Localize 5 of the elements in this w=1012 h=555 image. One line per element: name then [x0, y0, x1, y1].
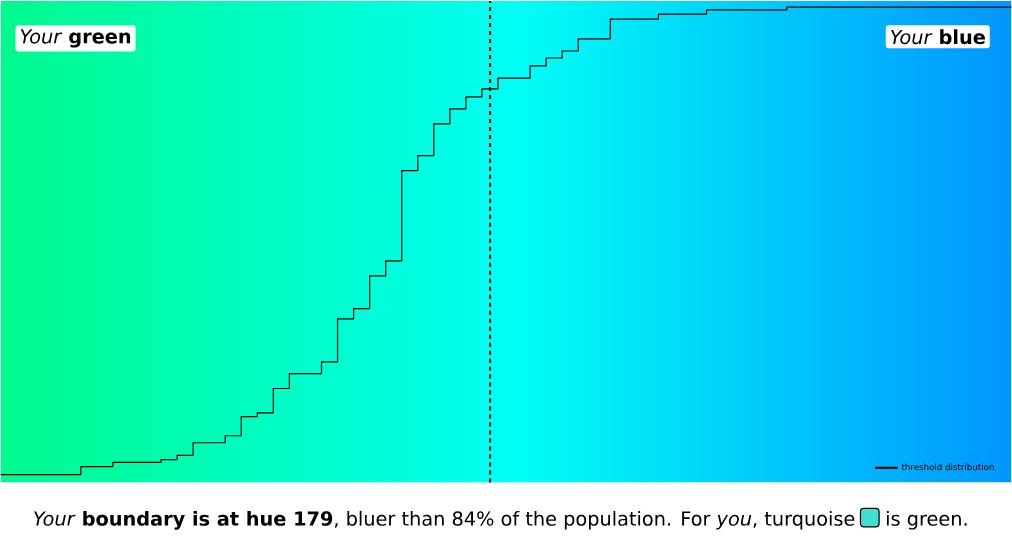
- text: Your boundary is at hue 179, bluer than 84% of the population. For you, turquoise: [34, 510, 855, 530]
- text: is green.: [886, 510, 967, 530]
- annotation: Your green: [20, 29, 131, 48]
- legend-label: threshold distribution: [901, 463, 994, 471]
- annotation: Your blue: [890, 29, 985, 45]
